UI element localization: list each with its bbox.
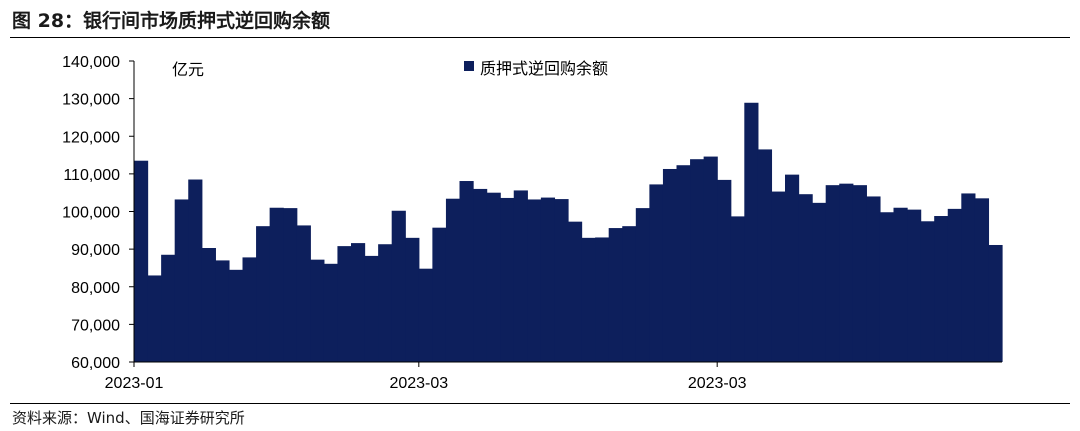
bar-51 (825, 185, 840, 362)
bar-20 (405, 237, 420, 362)
bar-35 (608, 228, 623, 362)
bar-9 (256, 226, 271, 362)
bar-45 (744, 102, 759, 362)
y-tick-label: 120,000 (62, 129, 120, 146)
bar-1 (147, 275, 162, 362)
bar-58 (920, 221, 935, 362)
legend-label: 质押式逆回购余额 (480, 59, 608, 78)
bar-27 (500, 197, 515, 362)
bar-37 (635, 208, 650, 362)
bar-30 (540, 197, 556, 362)
bar-43 (717, 179, 732, 362)
bar-42 (703, 156, 718, 362)
bar-62 (974, 198, 990, 362)
bar-7 (228, 269, 244, 362)
bar-47 (771, 191, 786, 362)
bar-49 (798, 194, 813, 362)
bar-55 (879, 212, 895, 362)
bar-57 (907, 209, 922, 362)
bar-14 (323, 263, 339, 362)
bar-36 (622, 226, 637, 362)
bar-38 (649, 184, 664, 362)
bar-33 (581, 237, 596, 362)
bar-59 (934, 216, 949, 362)
bar-26 (486, 192, 501, 362)
bar-11 (283, 208, 298, 362)
y-tick-label: 140,000 (62, 54, 120, 71)
bar-6 (215, 260, 230, 362)
bar-22 (432, 227, 447, 362)
bar-16 (351, 243, 366, 362)
bar-10 (269, 207, 284, 362)
legend-swatch (464, 61, 474, 71)
bar-21 (418, 268, 433, 362)
bar-series (134, 102, 1003, 362)
bar-15 (337, 246, 352, 362)
bar-chart: 60,000 70,000 80,000 90,000 100,000 110,000 12… (62, 54, 1003, 392)
bar-28 (513, 190, 528, 362)
y-tick-label: 110,000 (63, 167, 120, 184)
source-note: 资料来源：Wind、国海证券研究所 (12, 409, 245, 427)
bar-54 (866, 196, 881, 362)
x-tick-label: 2023-03 (688, 375, 747, 392)
bar-8 (242, 257, 257, 362)
bar-46 (757, 149, 773, 362)
bar-52 (839, 183, 854, 362)
x-tick-label: 2023-01 (105, 375, 164, 392)
bar-5 (201, 248, 216, 362)
bar-48 (785, 174, 800, 362)
y-tick-label: 80,000 (71, 280, 120, 297)
bar-12 (296, 225, 311, 362)
x-axis-ticks: 2023-01 2023-03 2023-03 (105, 362, 747, 392)
bar-4 (188, 179, 203, 362)
bar-50 (812, 202, 827, 362)
y-tick-label: 90,000 (71, 242, 120, 259)
bar-53 (852, 185, 867, 362)
source-rule (10, 403, 1070, 404)
y-tick-label: 70,000 (71, 317, 120, 334)
bar-17 (364, 255, 379, 362)
bar-34 (595, 237, 610, 362)
title-rule (10, 37, 1070, 38)
bar-44 (730, 216, 745, 362)
bar-61 (961, 193, 976, 362)
bar-13 (310, 259, 325, 362)
bar-29 (527, 199, 542, 362)
bar-32 (568, 221, 583, 362)
y-tick-label: 130,000 (62, 92, 120, 109)
y-axis-ticks: 60,000 70,000 80,000 90,000 100,000 110,000 12… (62, 54, 134, 372)
bar-3 (174, 199, 189, 362)
y-tick-label: 60,000 (71, 355, 120, 372)
bar-24 (459, 181, 474, 362)
bar-25 (473, 188, 488, 362)
bar-63 (988, 244, 1003, 362)
bar-19 (391, 210, 406, 362)
x-tick-label: 2023-03 (389, 375, 448, 392)
bar-2 (161, 254, 176, 362)
bar-56 (893, 207, 908, 362)
bar-18 (378, 244, 393, 362)
figure-title: 图 28：银行间市场质押式逆回购余额 (12, 10, 331, 32)
bar-60 (947, 208, 962, 362)
bar-31 (554, 199, 569, 362)
y-unit-label: 亿元 (172, 61, 204, 79)
bar-40 (676, 165, 691, 362)
bar-39 (662, 168, 678, 362)
bar-23 (445, 198, 461, 362)
bar-0 (134, 160, 149, 362)
bar-41 (690, 159, 705, 362)
y-tick-label: 100,000 (62, 205, 120, 222)
